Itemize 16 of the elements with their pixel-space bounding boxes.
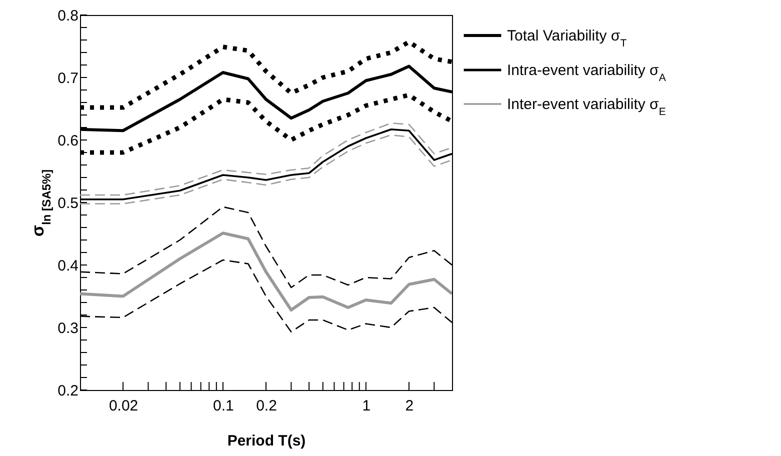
x-tick-label: 1 — [362, 398, 371, 414]
y-tick-label: 0.4 — [58, 258, 78, 274]
x-tick-label: 0.1 — [213, 398, 234, 414]
x-tick-label: 2 — [405, 398, 414, 414]
legend-label: Intra-event variability σ$_{A}$ — [507, 62, 666, 84]
y-tick-label: 0.7 — [58, 70, 78, 87]
x-tick-label: 0.2 — [256, 398, 277, 414]
y-tick-label: 0.8 — [58, 8, 78, 24]
y-tick-label: 0.6 — [58, 132, 78, 150]
x-axis-title: Period T(s) — [227, 432, 306, 450]
x-tick-label: 0.02 — [108, 398, 138, 414]
legend-label: Inter-event variability σ$_{E}$ — [507, 96, 666, 118]
y-tick-label: 0.5 — [58, 195, 78, 212]
y-tick-label: 0.2 — [58, 382, 78, 400]
y-tick-label: 0.3 — [58, 320, 78, 337]
legend-label: Total Variability σ$_{T}$ — [507, 28, 628, 50]
